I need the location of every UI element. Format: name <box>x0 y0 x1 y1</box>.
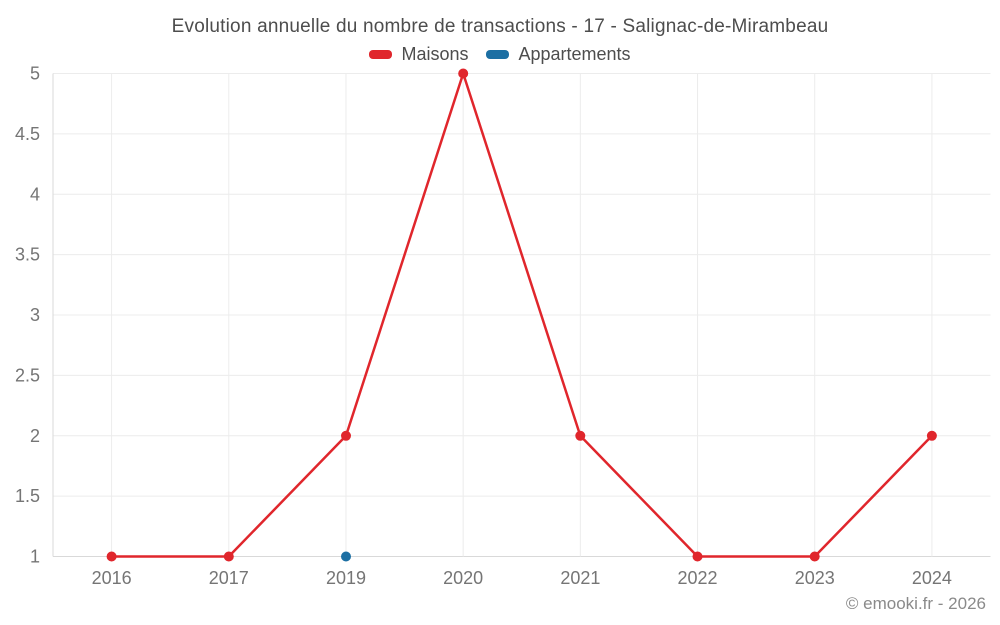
y-tick-label: 3 <box>30 305 40 325</box>
x-tick-label: 2019 <box>326 568 366 588</box>
data-point-maisons[interactable] <box>575 430 586 441</box>
legend-label-appartements: Appartements <box>518 44 631 64</box>
data-point-maisons[interactable] <box>458 68 469 79</box>
chart-legend: Maisons Appartements <box>0 44 1000 65</box>
x-tick-label: 2022 <box>678 568 718 588</box>
series-line-maisons <box>110 72 934 558</box>
data-point-maisons[interactable] <box>106 551 117 562</box>
x-tick-label: 2024 <box>912 568 952 588</box>
data-point-maisons[interactable] <box>926 430 937 441</box>
y-tick-label: 2.5 <box>15 365 40 385</box>
x-tick-label: 2020 <box>443 568 483 588</box>
legend-label-maisons: Maisons <box>401 44 469 64</box>
chart-title: Evolution annuelle du nombre de transact… <box>171 16 829 37</box>
x-tick-label: 2016 <box>92 568 132 588</box>
data-point-appartements[interactable] <box>341 551 351 562</box>
legend-item-appartements[interactable]: Appartements <box>486 44 631 65</box>
legend-swatch-maisons-icon <box>369 50 393 59</box>
y-tick-label: 3.5 <box>15 245 40 265</box>
legend-item-maisons[interactable]: Maisons <box>369 44 468 65</box>
y-tick-label: 4.5 <box>15 124 40 144</box>
data-point-maisons[interactable] <box>692 551 703 562</box>
copyright-text: © emooki.fr - 2026 <box>845 594 986 613</box>
y-tick-label: 1.5 <box>15 486 40 506</box>
data-point-maisons[interactable] <box>809 551 820 562</box>
data-point-maisons[interactable] <box>223 551 234 562</box>
x-tick-label: 2023 <box>795 568 835 588</box>
y-tick-label: 4 <box>30 184 40 204</box>
x-tick-label: 2017 <box>209 568 249 588</box>
y-tick-label: 5 <box>30 64 40 84</box>
legend-swatch-appartements-icon <box>486 50 510 59</box>
y-tick-label: 1 <box>30 547 40 567</box>
y-tick-label: 2 <box>30 426 40 446</box>
data-point-maisons[interactable] <box>341 430 351 441</box>
x-tick-label: 2021 <box>560 568 600 588</box>
